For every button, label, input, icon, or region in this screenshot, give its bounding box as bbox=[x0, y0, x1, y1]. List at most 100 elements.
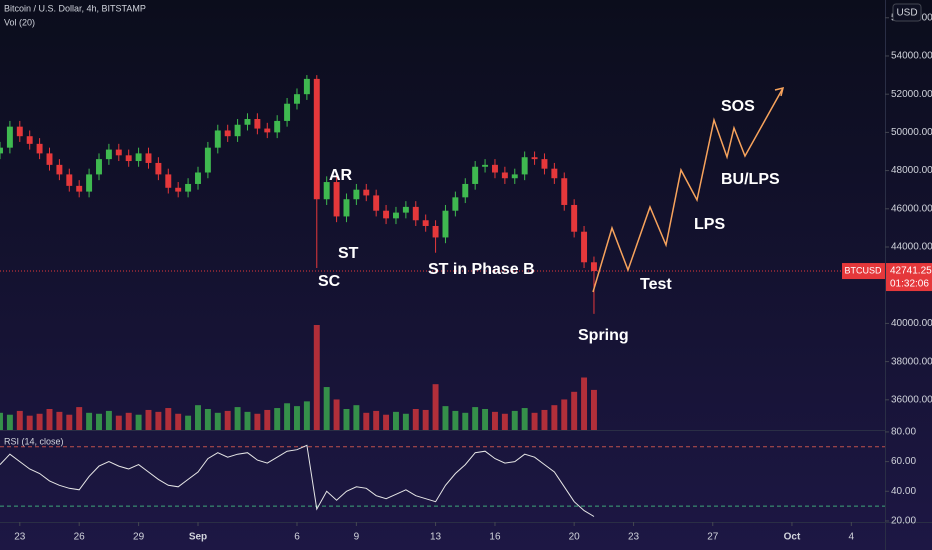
candle-body bbox=[175, 187, 182, 192]
x-tick-label: 26 bbox=[74, 532, 86, 543]
volume-label: Vol (20) bbox=[4, 17, 35, 27]
volume-bar bbox=[412, 409, 419, 430]
candle-body bbox=[294, 94, 300, 104]
rsi-tick-label: 20.00 bbox=[891, 516, 916, 527]
last-price-label: 42741.25 bbox=[890, 266, 932, 277]
volume-bar bbox=[96, 413, 102, 430]
volume-bar bbox=[6, 414, 13, 430]
volume-bar bbox=[323, 387, 330, 430]
candle-body bbox=[383, 210, 390, 219]
symbol-badge bbox=[842, 263, 885, 280]
annotation: LPS bbox=[694, 216, 725, 233]
candle-body bbox=[204, 147, 211, 173]
candle-body bbox=[402, 206, 409, 213]
candle-body bbox=[363, 189, 370, 196]
volume-bar bbox=[402, 413, 409, 430]
x-tick-label: 6 bbox=[294, 532, 300, 543]
x-tick-label: 23 bbox=[14, 532, 26, 543]
x-tick-label: Sep bbox=[189, 532, 207, 543]
y-tick-label: 50000.00 bbox=[891, 127, 932, 138]
annotation: Spring bbox=[578, 327, 629, 344]
volume-bar bbox=[393, 411, 399, 430]
volume-bar bbox=[590, 389, 597, 430]
candle-body bbox=[412, 206, 419, 221]
candle-body bbox=[214, 130, 221, 148]
candle-body bbox=[254, 119, 261, 129]
candle-body bbox=[264, 128, 271, 133]
currency-button[interactable] bbox=[892, 3, 922, 22]
candle-body bbox=[343, 199, 350, 217]
x-tick-label: 23 bbox=[628, 532, 640, 543]
y-tick-label: 44000.00 bbox=[891, 242, 932, 253]
candle-body bbox=[313, 78, 320, 200]
candle-body bbox=[373, 195, 380, 211]
volume-bar bbox=[26, 415, 33, 430]
candle-body bbox=[303, 78, 310, 95]
volume-bar bbox=[86, 412, 93, 430]
x-tick-label: 27 bbox=[707, 532, 719, 543]
candle-body bbox=[46, 153, 53, 165]
volume-bar bbox=[185, 415, 192, 430]
candle-body bbox=[0, 147, 3, 154]
candle-body bbox=[105, 149, 112, 160]
candle-body bbox=[323, 182, 330, 200]
candle-body bbox=[234, 124, 241, 137]
volume-bar bbox=[432, 384, 439, 430]
candle-body bbox=[36, 143, 43, 154]
candle-body bbox=[541, 159, 548, 169]
volume-bar bbox=[313, 325, 320, 430]
volume-bar bbox=[571, 391, 578, 430]
volume-bar bbox=[46, 409, 53, 430]
countdown-label: 01:32:06 bbox=[890, 279, 929, 290]
candle-body bbox=[333, 182, 340, 217]
volume-bar bbox=[442, 406, 449, 430]
volume-bar bbox=[303, 401, 310, 430]
candle-body bbox=[501, 172, 508, 179]
candle-body bbox=[442, 210, 449, 238]
candle-body bbox=[551, 168, 558, 179]
candle-body bbox=[482, 164, 489, 167]
currency-label[interactable]: USD bbox=[896, 8, 917, 19]
chart-title: Bitcoin / U.S. Dollar, 4h, BITSTAMP bbox=[4, 3, 146, 13]
volume-bar bbox=[56, 411, 63, 430]
candle-body bbox=[432, 225, 439, 238]
volume-bar bbox=[581, 377, 588, 430]
volume-bar bbox=[452, 410, 459, 430]
rsi-label: RSI (14, close) bbox=[4, 436, 64, 446]
volume-bar bbox=[561, 399, 568, 430]
volume-bar bbox=[0, 412, 3, 430]
annotation: BU/LPS bbox=[721, 171, 780, 188]
candle-body bbox=[224, 130, 231, 137]
candle-body bbox=[393, 212, 399, 219]
volume-bar bbox=[244, 411, 251, 430]
candle-body bbox=[56, 164, 63, 175]
volume-bar bbox=[105, 410, 112, 430]
annotation: ST in Phase B bbox=[428, 261, 535, 278]
candle-body bbox=[422, 220, 429, 226]
y-tick-label: 52000.00 bbox=[891, 89, 932, 100]
volume-bar bbox=[76, 407, 83, 430]
y-tick-label: 54000.00 bbox=[891, 51, 932, 62]
volume-bar bbox=[264, 409, 271, 430]
volume-bar bbox=[36, 413, 43, 430]
candle-body bbox=[6, 126, 13, 148]
volume-bar bbox=[551, 405, 558, 430]
annotation: ST bbox=[338, 245, 359, 262]
candle-body bbox=[145, 153, 152, 163]
volume-bar bbox=[145, 409, 152, 430]
volume-bar bbox=[472, 407, 479, 430]
x-tick-label: 20 bbox=[569, 532, 581, 543]
volume-bar bbox=[521, 408, 528, 430]
candle-body bbox=[571, 204, 578, 232]
candle-body bbox=[590, 262, 597, 272]
symbol-label: BTCUSD bbox=[844, 265, 882, 275]
x-tick-label: 9 bbox=[354, 532, 360, 543]
volume-bar bbox=[195, 405, 201, 430]
volume-bar bbox=[373, 410, 380, 430]
candle-body bbox=[115, 149, 122, 156]
candle-body bbox=[491, 164, 498, 173]
rsi-tick-label: 40.00 bbox=[891, 486, 916, 497]
volume-bar bbox=[462, 412, 469, 430]
volume-bar bbox=[491, 411, 498, 430]
